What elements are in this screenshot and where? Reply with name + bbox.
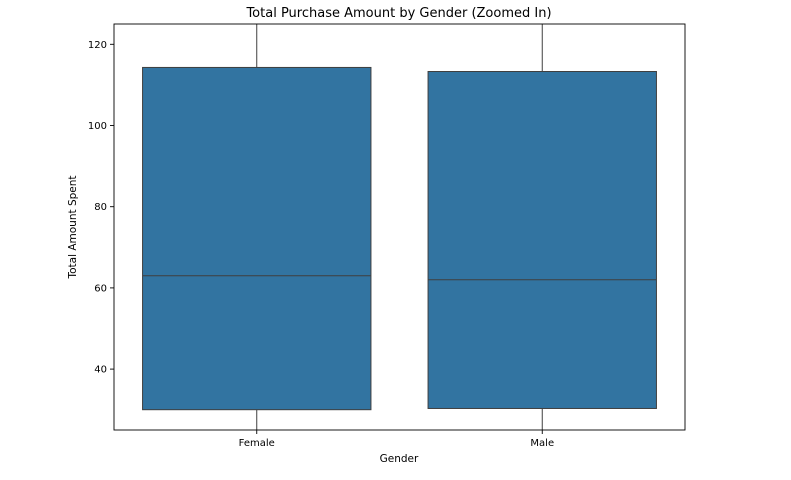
y-axis-label: Total Amount Spent xyxy=(67,175,79,279)
plot-frame xyxy=(113,23,686,431)
plot-area xyxy=(142,24,657,430)
y-tick-label: 80 xyxy=(94,202,107,213)
box-iqr xyxy=(427,71,657,409)
y-tick-label: 60 xyxy=(94,283,107,294)
x-axis-label: Gender xyxy=(380,453,419,465)
y-tick-label: 120 xyxy=(88,40,107,51)
x-tick-label: Female xyxy=(239,438,275,449)
box-female xyxy=(142,24,372,430)
box-male xyxy=(427,24,657,430)
y-tick-label: 100 xyxy=(88,121,107,132)
y-axis: 40 60 80 100 120 xyxy=(88,40,114,376)
x-tick-label: Male xyxy=(530,438,554,449)
y-tick-label: 40 xyxy=(94,365,107,376)
x-axis: Female Male xyxy=(239,430,554,449)
box-iqr xyxy=(142,66,372,411)
chart-title: Total Purchase Amount by Gender (Zoomed … xyxy=(245,6,551,21)
